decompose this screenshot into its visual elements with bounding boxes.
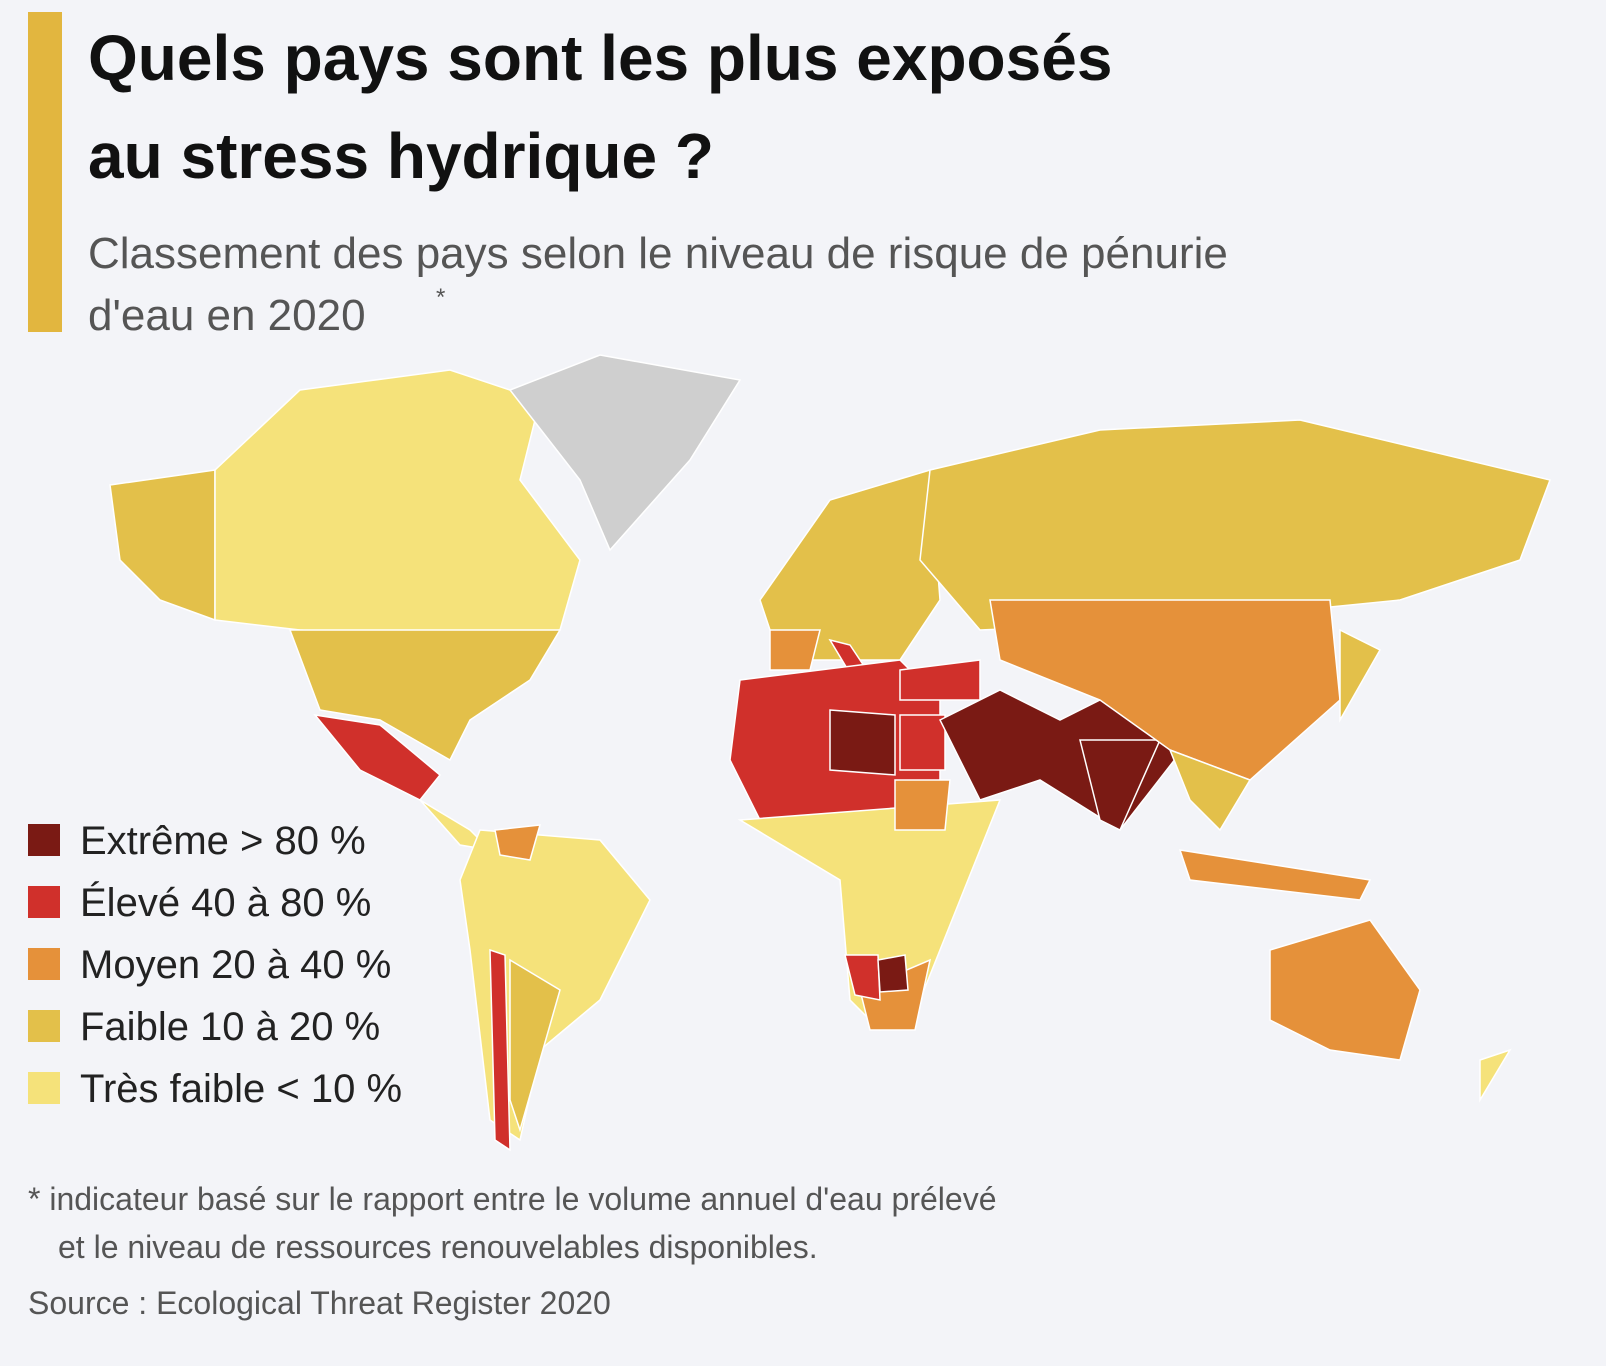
world-map: [109, 354, 1552, 1152]
legend-label: Très faible < 10 %: [80, 1067, 402, 1111]
region: [1178, 849, 1372, 901]
subtitle-mark: *: [436, 284, 445, 311]
region: [844, 954, 881, 1001]
region: [769, 629, 821, 671]
region: [899, 714, 946, 771]
footnote: * indicateur basé sur le rapport entre l…: [28, 1181, 996, 1217]
legend: Extrême > 80 % Élevé 40 à 80 % Moyen 20 à …: [28, 819, 402, 1111]
region: [489, 948, 511, 1152]
region: [1479, 1048, 1512, 1103]
legend-swatch: [28, 1010, 60, 1042]
legend-swatch: [28, 824, 60, 856]
region: [1339, 628, 1382, 723]
region: [509, 958, 561, 1133]
region: [1269, 919, 1421, 1061]
region: [919, 419, 1552, 631]
legend-label: Moyen 20 à 40 %: [80, 943, 391, 987]
region: [288, 629, 562, 762]
legend-label: Extrême > 80 %: [80, 819, 366, 863]
region: [508, 354, 742, 552]
accent-bar: [28, 12, 62, 332]
region: [1168, 748, 1252, 832]
region: [214, 369, 581, 641]
legend-label: Faible 10 à 20 %: [80, 1005, 380, 1049]
subtitle: d'eau en 2020: [88, 291, 366, 340]
region: [313, 713, 442, 801]
title: au stress hydrique ?: [88, 120, 714, 192]
region: [877, 954, 909, 993]
region: [109, 469, 216, 622]
legend-swatch: [28, 886, 60, 918]
region: [894, 779, 951, 831]
subtitle: Classement des pays selon le niveau de r…: [88, 229, 1228, 278]
footnote: et le niveau de ressources renouvelables…: [58, 1229, 818, 1265]
region: [494, 824, 542, 861]
legend-swatch: [28, 1072, 60, 1104]
region: [829, 709, 896, 776]
legend-label: Élevé 40 à 80 %: [80, 880, 371, 925]
region: [1079, 739, 1162, 832]
title: Quels pays sont les plus exposés: [88, 22, 1112, 94]
legend-swatch: [28, 948, 60, 980]
source: Source : Ecological Threat Register 2020: [28, 1285, 611, 1321]
